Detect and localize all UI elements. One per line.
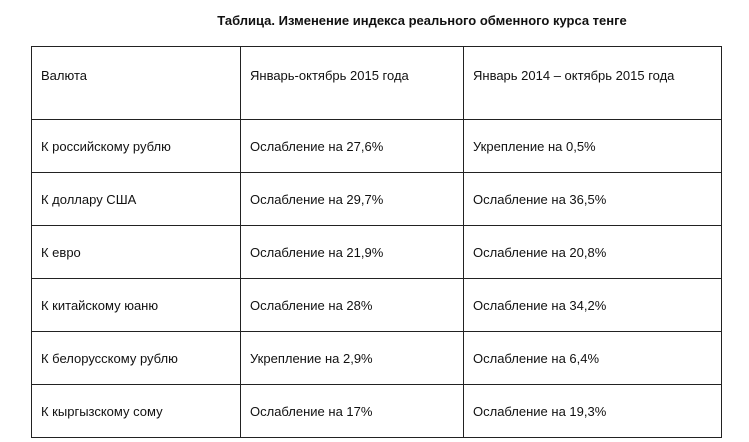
table-cell: Ослабление на 34,2% — [463, 278, 722, 332]
header-cell: Январь-октябрь 2015 года — [240, 46, 464, 120]
table-body: Валюта Январь-октябрь 2015 года Январь 2… — [31, 46, 722, 438]
table-cell: Ослабление на 29,7% — [240, 172, 464, 226]
table-row: К китайскому юаню Ослабление на 28% Ослабл… — [31, 278, 722, 332]
table-cell: К белорусскому рублю — [31, 331, 241, 385]
table-cell: Ослабление на 20,8% — [463, 225, 722, 279]
table-cell: К китайскому юаню — [31, 278, 241, 332]
table-cell: К евро — [31, 225, 241, 279]
table-cell: К доллару США — [31, 172, 241, 226]
table-cell: Ослабление на 19,3% — [463, 384, 722, 438]
table-row: К доллару США Ослабление на 29,7% Ослаблен… — [31, 172, 722, 226]
table: Валюта Январь-октябрь 2015 года Январь 2… — [31, 46, 722, 438]
table-row: К кыргызскому сому Ослабление на 17% Ослаб… — [31, 384, 722, 438]
table-cell: Ослабление на 17% — [240, 384, 464, 438]
table-cell: Ослабление на 6,4% — [463, 331, 722, 385]
table-cell: Укрепление на 2,9% — [240, 331, 464, 385]
table-row: К белорусскому рублю Укрепление на 2,9% Ос… — [31, 331, 722, 385]
table-cell: Ослабление на 36,5% — [463, 172, 722, 226]
table-cell: К российскому рублю — [31, 119, 241, 173]
table-cell: Ослабление на 28% — [240, 278, 464, 332]
table-cell: Ослабление на 21,9% — [240, 225, 464, 279]
header-cell: Валюта — [31, 46, 241, 120]
table-cell: К кыргызскому сому — [31, 384, 241, 438]
header-cell: Январь 2014 – октябрь 2015 года — [463, 46, 722, 120]
table-cell: Укрепление на 0,5% — [463, 119, 722, 173]
table-title: Таблица. Изменение индекса реального обм… — [217, 13, 627, 28]
table-cell: Ослабление на 27,6% — [240, 119, 464, 173]
table-row: К российскому рублю Ослабление на 27,6% Ук… — [31, 119, 722, 173]
header-row: Валюта Январь-октябрь 2015 года Январь 2… — [31, 46, 722, 120]
table-row: К евро Ослабление на 21,9% Ослабление на 2… — [31, 225, 722, 279]
